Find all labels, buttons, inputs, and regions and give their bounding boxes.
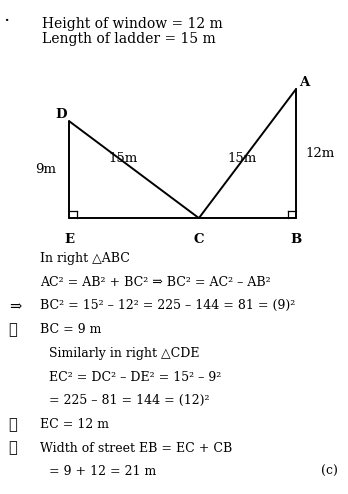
Text: 9m: 9m: [35, 163, 56, 176]
Text: Similarly in right △CDE: Similarly in right △CDE: [49, 347, 199, 360]
Text: C: C: [193, 233, 204, 246]
Text: 15m: 15m: [228, 153, 257, 165]
Text: ∴: ∴: [9, 323, 17, 337]
Text: 12m: 12m: [305, 147, 334, 160]
Text: D: D: [55, 108, 66, 122]
Text: Width of street EB = EC + CB: Width of street EB = EC + CB: [40, 442, 232, 454]
Text: B: B: [291, 233, 302, 246]
Text: ∴: ∴: [9, 442, 17, 455]
Text: BC = 9 m: BC = 9 m: [40, 323, 101, 336]
Text: In right △ABC: In right △ABC: [40, 252, 130, 265]
Text: EC² = DC² – DE² = 15² – 9²: EC² = DC² – DE² = 15² – 9²: [49, 370, 221, 383]
Text: AC² = AB² + BC² ⇒ BC² = AC² – AB²: AC² = AB² + BC² ⇒ BC² = AC² – AB²: [40, 276, 271, 288]
Text: EC = 12 m: EC = 12 m: [40, 418, 109, 431]
Text: 15m: 15m: [109, 153, 138, 165]
Text: BC² = 15² – 12² = 225 – 144 = 81 = (9)²: BC² = 15² – 12² = 225 – 144 = 81 = (9)²: [40, 299, 295, 312]
Text: = 225 – 81 = 144 = (12)²: = 225 – 81 = 144 = (12)²: [49, 394, 209, 407]
Text: ⇒: ⇒: [9, 299, 21, 313]
Text: A: A: [300, 76, 310, 89]
Text: .: .: [3, 7, 10, 25]
Text: (c): (c): [321, 465, 338, 478]
Text: ∴: ∴: [9, 418, 17, 432]
Text: = 9 + 12 = 21 m: = 9 + 12 = 21 m: [49, 465, 156, 478]
Text: Height of window = 12 m: Height of window = 12 m: [42, 17, 222, 31]
Text: E: E: [64, 233, 74, 246]
Text: Length of ladder = 15 m: Length of ladder = 15 m: [42, 32, 215, 46]
